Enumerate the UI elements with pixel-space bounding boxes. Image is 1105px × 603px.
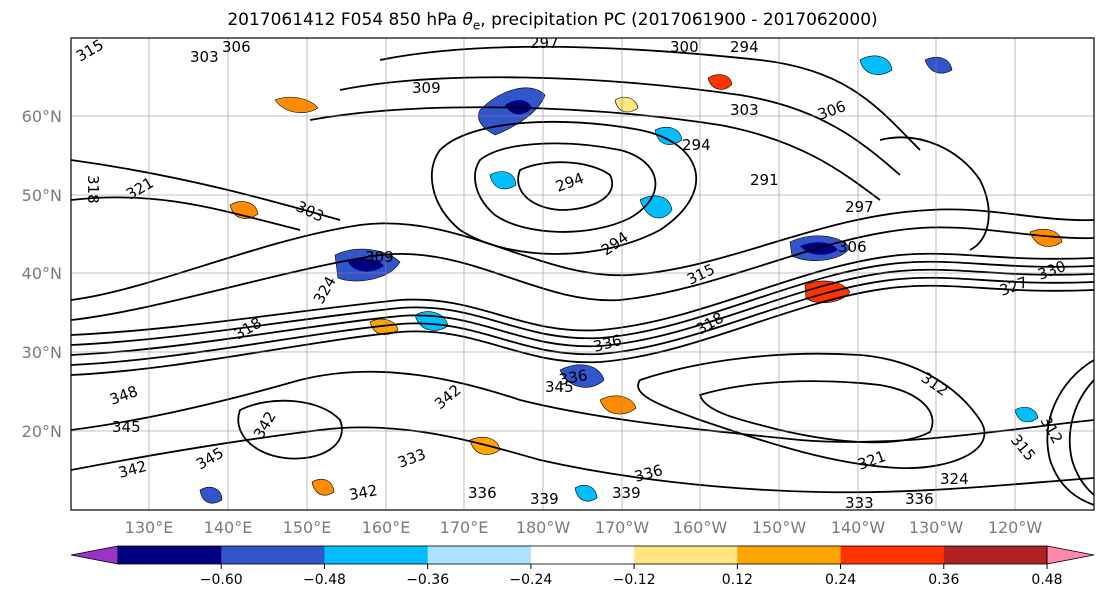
lon-label: 170°W [595, 518, 650, 537]
colorbar-tick-label: 0.48 [1031, 572, 1062, 588]
contour-label: 324 [940, 470, 969, 488]
colorbar-bin [118, 546, 222, 564]
contour-label: 333 [845, 494, 874, 512]
colorbar-bin [943, 546, 1048, 564]
lat-label: 50°N [22, 186, 62, 205]
lat-label: 40°N [22, 264, 62, 283]
colorbar-bin [840, 546, 945, 564]
contour-label: 303 [190, 48, 219, 66]
contour-label: 297 [845, 198, 874, 216]
colorbar: −0.60 −0.48 −0.36 −0.24 −0.12 0.12 0.24 0.36 0.4… [70, 545, 1095, 588]
colorbar-bin [324, 546, 429, 564]
colorbar-bin [634, 546, 738, 564]
contour-label: 339 [530, 490, 559, 508]
contour-label: 291 [750, 171, 779, 189]
title-prefix: 2017061412 F054 850 hPa [227, 10, 463, 30]
plot-area: 315 303 306 297 300 294 309 303 306 294 … [71, 34, 1094, 512]
lon-label: 150°E [283, 518, 332, 537]
lon-label: 130°W [909, 518, 964, 537]
colorbar-tick-label: −0.24 [509, 572, 552, 588]
colorbar-extend-min [70, 545, 119, 565]
theta-e-contours [71, 45, 1094, 506]
contour-label: 306 [222, 38, 251, 56]
colorbar-tick-label: 0.36 [928, 572, 959, 588]
contour-label: 336 [905, 490, 934, 508]
colorbar-outline [117, 545, 1048, 565]
contour-label: 306 [838, 238, 867, 256]
contour-label: 297 [530, 34, 559, 52]
title-suffix: , precipitation PC (2017061900 - 2017062… [480, 10, 878, 30]
lon-label: 180°W [516, 518, 571, 537]
title-theta-symbol: θ [462, 10, 473, 30]
contour-label: 342 [348, 481, 379, 504]
contour-label: 303 [730, 101, 759, 119]
colorbar-tick-label: 0.24 [825, 572, 856, 588]
plot-frame [70, 37, 1095, 511]
colorbar-tick-label: −0.36 [406, 572, 449, 588]
lat-label: 20°N [22, 422, 62, 441]
lon-label: 140°E [204, 518, 253, 537]
lon-label: 130°E [125, 518, 174, 537]
graticule [71, 38, 1094, 510]
latitude-labels: 60°N 50°N 40°N 30°N 20°N [22, 107, 62, 441]
colorbar-bin [221, 546, 325, 564]
contour-label: 345 [545, 378, 574, 396]
lon-label: 160°E [362, 518, 411, 537]
contour-label: 309 [412, 79, 441, 97]
contour-label: 339 [612, 484, 641, 502]
colorbar-bin [737, 546, 842, 564]
contour-label: 294 [682, 136, 711, 154]
lat-label: 60°N [22, 107, 62, 126]
lon-label: 150°W [752, 518, 807, 537]
longitude-labels: 130°E 140°E 150°E 160°E 170°E 180°W 170°… [125, 518, 1043, 537]
lon-label: 140°W [831, 518, 886, 537]
colorbar-bin [427, 546, 532, 564]
map-title: 2017061412 F054 850 hPa θe, precipitatio… [0, 10, 1105, 32]
contour-label: 336 [558, 366, 589, 389]
colorbar-tick-label: −0.60 [200, 572, 243, 588]
contour-label: 336 [468, 484, 497, 502]
colorbar-bin [530, 546, 635, 564]
colorbar-tick-label: −0.48 [303, 572, 346, 588]
colorbar-tick-label: −0.12 [613, 572, 656, 588]
lat-label: 30°N [22, 343, 62, 362]
title-subscript: e [472, 18, 481, 33]
lon-label: 160°W [673, 518, 728, 537]
lon-label: 170°E [440, 518, 489, 537]
contour-label: 294 [730, 38, 759, 56]
colorbar-extend-max [1046, 545, 1095, 565]
lon-label: 120°W [988, 518, 1043, 537]
contour-label: 300 [670, 38, 699, 56]
contour-label: 345 [112, 418, 141, 436]
colorbar-tick-label: 0.12 [722, 572, 753, 588]
contour-label: 318 [84, 175, 102, 204]
contour-label: 309 [365, 248, 394, 266]
